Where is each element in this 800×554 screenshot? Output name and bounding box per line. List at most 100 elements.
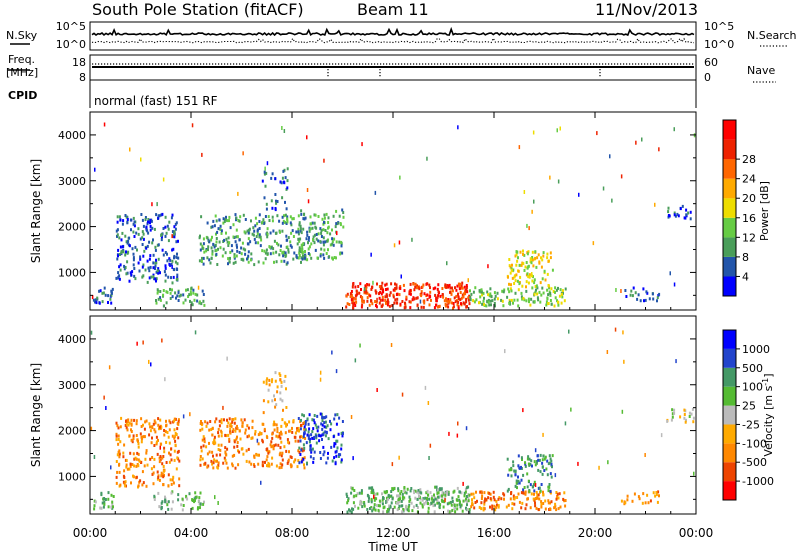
echo-cell-velocity-10	[671, 415, 674, 419]
echo-cell-velocity-5	[300, 418, 302, 422]
echo-cell-velocity-8	[550, 459, 553, 463]
echo-cell-power-5	[322, 236, 325, 240]
echo-cell-velocity-7	[540, 502, 543, 506]
echo-cell-power-6	[436, 305, 439, 309]
echo-cell-power-3	[299, 250, 302, 254]
echo-cell-velocity-5	[336, 439, 339, 443]
echo-cell-velocity-3	[290, 456, 293, 459]
echo-cell-velocity-3	[280, 440, 283, 444]
echo-cell-velocity-3	[253, 463, 255, 467]
echo-cell-velocity-5	[319, 451, 322, 454]
echo-cell-power-3	[273, 239, 276, 243]
echo-cell-velocity-10	[671, 408, 674, 412]
echo-cell-velocity-1	[119, 440, 122, 444]
echo-cell-velocity-6	[434, 497, 437, 501]
echo-cell-power-3	[198, 236, 201, 240]
echo-scatter-power	[518, 145, 521, 150]
echo-cell-power-1	[164, 264, 167, 268]
echo-cell-velocity-7	[521, 501, 524, 505]
echo-cell-power-3	[226, 240, 229, 244]
echo-cell-velocity-7	[534, 501, 536, 505]
echo-cell-velocity-6	[368, 496, 370, 500]
echo-cell-power-3	[239, 215, 242, 219]
echo-cell-power-1	[174, 222, 177, 226]
echo-cell-power-5	[302, 254, 304, 258]
echo-cell-power-3	[263, 249, 266, 253]
echo-cell-velocity-1	[118, 470, 121, 474]
echo-cell-power-8	[549, 251, 552, 255]
echo-cell-velocity-1	[144, 420, 147, 424]
echo-cell-velocity-5	[318, 434, 321, 438]
echo-cell-velocity-7	[536, 493, 539, 497]
echo-cell-power-9	[636, 297, 639, 301]
echo-cell-power-1	[157, 257, 160, 261]
echo-cell-power-0	[104, 293, 107, 297]
echo-cell-power-3	[282, 254, 285, 258]
echo-cell-velocity-7	[488, 491, 491, 495]
echo-cell-power-8	[510, 283, 512, 287]
echo-cell-velocity-6	[397, 494, 400, 498]
echo-cell-power-3	[297, 232, 300, 236]
echo-cell-power-3	[213, 224, 216, 228]
echo-cell-velocity-3	[213, 439, 216, 443]
echo-cell-power-7	[557, 300, 559, 304]
echo-cell-velocity-1	[120, 416, 123, 420]
echo-cell-velocity-6	[407, 509, 410, 513]
echo-cell-velocity-1	[117, 434, 120, 438]
echo-cell-power-1	[149, 254, 152, 258]
echo-cell-power-1	[152, 275, 155, 279]
echo-cell-velocity-3	[298, 429, 300, 433]
echo-scatter-velocity	[359, 343, 361, 348]
echo-cell-velocity-6	[459, 490, 461, 494]
echo-cell-velocity-3	[278, 432, 281, 435]
echo-cell-velocity-3	[205, 424, 208, 428]
echo-cell-velocity-7	[512, 494, 515, 498]
echo-cell-power-6	[389, 291, 392, 295]
echo-cell-velocity-5	[325, 425, 328, 429]
echo-scatter-power	[620, 174, 623, 179]
echo-cell-velocity-6	[346, 501, 349, 505]
echo-cell-power-7	[536, 296, 539, 300]
echo-cell-velocity-2	[182, 504, 185, 507]
echo-cell-velocity-3	[269, 443, 272, 447]
echo-cell-power-1	[149, 224, 152, 228]
echo-cell-power-6	[386, 294, 388, 298]
echo-cell-power-3	[293, 251, 296, 255]
echo-cell-velocity-5	[310, 450, 313, 454]
echo-cell-velocity-6	[436, 488, 439, 492]
echo-cell-power-5	[321, 217, 324, 221]
echo-cell-power-6	[422, 305, 425, 309]
echo-cell-velocity-2	[202, 502, 205, 506]
echo-cell-velocity-1	[159, 442, 162, 446]
echo-cell-power-2	[189, 290, 192, 294]
echo-cell-power-5	[299, 227, 302, 231]
echo-cell-velocity-1	[130, 422, 133, 426]
echo-cell-velocity-3	[259, 432, 262, 436]
echo-cell-velocity-3	[229, 431, 232, 435]
echo-cell-velocity-3	[273, 420, 276, 424]
echo-cell-power-3	[225, 215, 227, 219]
echo-cell-power-5	[311, 226, 314, 230]
echo-cell-velocity-7	[540, 500, 543, 504]
echo-cell-power-7	[542, 291, 545, 295]
echo-cell-power-5	[304, 254, 307, 258]
echo-cell-power-6	[429, 295, 432, 299]
echo-cell-power-6	[428, 303, 431, 307]
echo-cell-velocity-5	[311, 447, 314, 451]
echo-cell-power-2	[162, 289, 165, 292]
echo-cell-power-1	[121, 231, 124, 235]
echo-cell-velocity-5	[307, 422, 310, 426]
echo-cell-power-5	[340, 240, 343, 244]
echo-cell-velocity-3	[290, 464, 293, 468]
echo-cell-velocity-10	[692, 420, 695, 424]
echo-cell-power-8	[528, 275, 531, 279]
echo-cell-velocity-7	[530, 492, 533, 496]
echo-cell-power-8	[526, 272, 529, 276]
echo-cell-power-1	[160, 233, 163, 237]
echo-cell-power-3	[207, 245, 210, 249]
echo-cell-power-4	[285, 207, 288, 211]
echo-cell-velocity-2	[193, 500, 196, 504]
echo-cell-velocity-6	[465, 486, 468, 490]
echo-scatter-velocity	[568, 329, 570, 334]
